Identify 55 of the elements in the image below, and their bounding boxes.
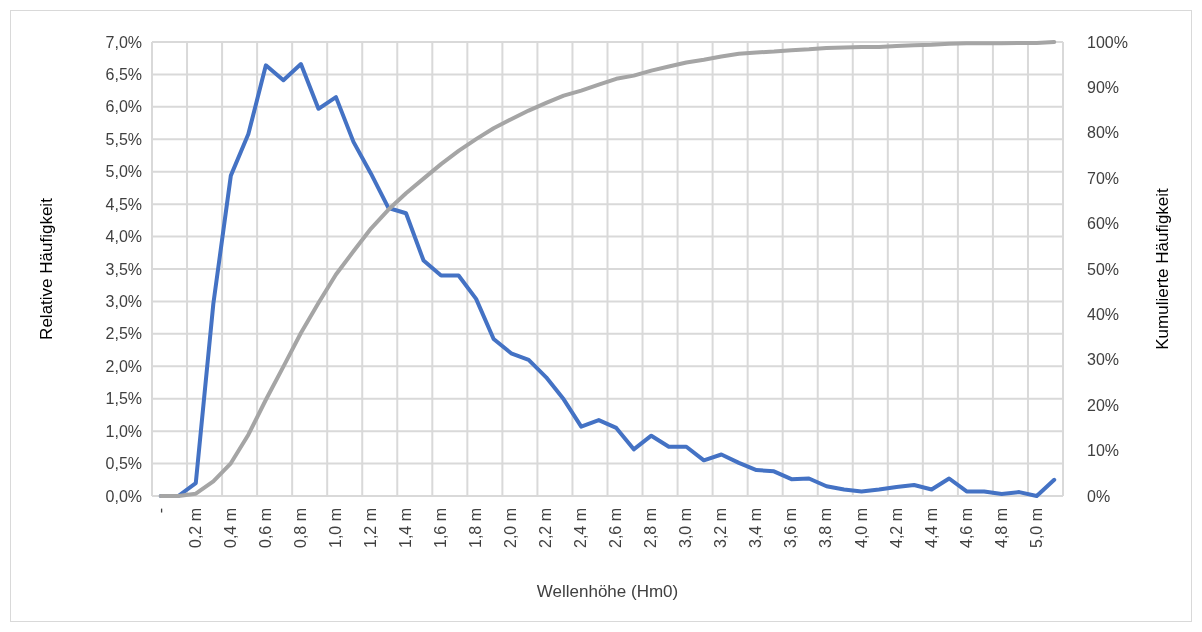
y-tick-label: 0,5% xyxy=(105,455,142,473)
x-tick-label: 2,2 m xyxy=(537,508,555,549)
y-tick-label: 4,5% xyxy=(105,195,142,213)
x-tick-label: 2,0 m xyxy=(502,508,520,549)
x-tick-label: 4,0 m xyxy=(852,508,870,549)
y-axis-title: Relative Häufigkeit xyxy=(37,197,56,340)
x-tick-label: 5,0 m xyxy=(1027,508,1045,549)
x-axis-title: Wellenhöhe (Hm0) xyxy=(536,582,679,601)
y-tick-label: 2,5% xyxy=(105,325,142,343)
y-tick-label: 3,0% xyxy=(105,293,142,311)
y-tick-label: 5,0% xyxy=(105,163,142,181)
x-tick-label: 1,8 m xyxy=(467,508,485,549)
y-tick-label: 5,5% xyxy=(105,130,142,148)
y-tick-label: 7,0% xyxy=(105,33,142,51)
x-tick-label: 3,2 m xyxy=(712,508,730,549)
x-tick-label: 4,4 m xyxy=(922,508,940,549)
y2-tick-label: 70% xyxy=(1087,169,1120,187)
y-tick-label: 2,0% xyxy=(105,357,142,375)
x-tick-label: 0,2 m xyxy=(186,508,204,549)
y-tick-label: 6,0% xyxy=(105,98,142,116)
y2-tick-label: 90% xyxy=(1087,79,1120,96)
x-tick-label: 1,6 m xyxy=(432,508,450,549)
y2-tick-label: 40% xyxy=(1087,306,1120,323)
y2-tick-label: 80% xyxy=(1087,124,1120,142)
y-tick-label: 1,0% xyxy=(105,422,142,440)
x-tick-label: 4,2 m xyxy=(887,508,905,549)
x-tick-label: 2,6 m xyxy=(607,508,625,549)
y-tick-label: 1,5% xyxy=(105,390,142,408)
x-tick-label: 3,8 m xyxy=(817,508,835,549)
x-tick-label: 4,6 m xyxy=(957,508,975,549)
x-tick-label: 2,8 m xyxy=(642,508,660,549)
x-tick-label: 0,6 m xyxy=(256,508,274,549)
y-tick-label: 4,0% xyxy=(105,228,142,246)
y-tick-label: 0,0% xyxy=(105,487,142,505)
y2-tick-label: 0% xyxy=(1087,487,1111,505)
y-tick-label: 6,5% xyxy=(105,66,142,84)
x-tick-label: - xyxy=(151,508,169,514)
y2-tick-label: 100% xyxy=(1087,33,1128,51)
x-tick-label: 1,2 m xyxy=(361,508,379,549)
x-tick-label: 0,4 m xyxy=(221,508,239,549)
y2-tick-label: 20% xyxy=(1087,396,1120,414)
x-tick-label: 1,0 m xyxy=(326,508,344,549)
y2-tick-label: 50% xyxy=(1087,260,1120,278)
y2-tick-label: 30% xyxy=(1087,351,1120,369)
y-tick-label: 3,5% xyxy=(105,260,142,278)
x-tick-label: 0,8 m xyxy=(291,508,309,549)
x-tick-label: 2,4 m xyxy=(572,508,590,549)
x-tick-label: 3,4 m xyxy=(747,508,765,549)
x-tick-label: 1,4 m xyxy=(397,508,415,549)
x-tick-label: 4,8 m xyxy=(992,508,1010,549)
y2-tick-label: 10% xyxy=(1087,442,1120,460)
x-tick-label: 3,6 m xyxy=(782,508,800,549)
y2-tick-label: 60% xyxy=(1087,215,1120,233)
x-tick-label: 3,0 m xyxy=(677,508,695,549)
y2-axis-title: Kumulierte Häufigkeit xyxy=(1153,187,1172,350)
